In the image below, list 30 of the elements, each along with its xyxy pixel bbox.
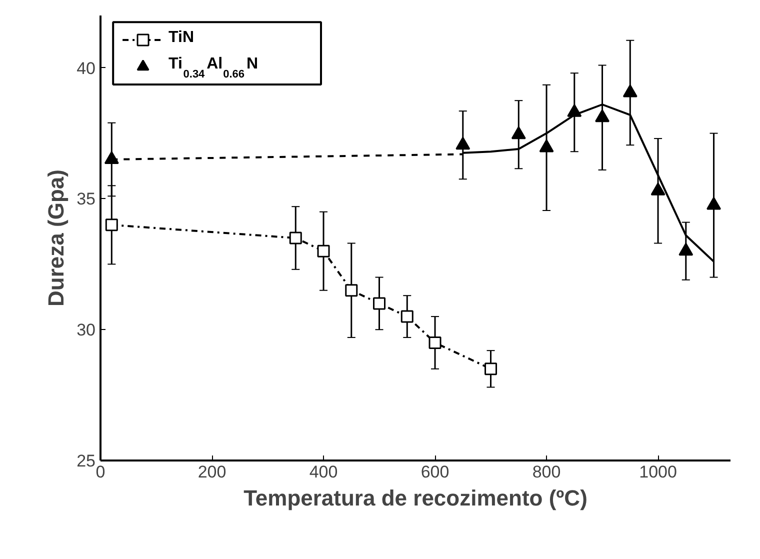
x-tick-label: 200 [198, 462, 226, 482]
y-axis-title: Dureza (Gpa) [44, 170, 69, 306]
x-tick-label: 1000 [639, 462, 677, 482]
point [706, 197, 722, 210]
point [345, 284, 358, 297]
x-tick-label: 400 [309, 462, 338, 482]
point [105, 218, 118, 232]
x-tick-label: 800 [532, 462, 561, 482]
point [373, 297, 386, 310]
point [428, 336, 442, 349]
point [622, 84, 638, 98]
point [400, 310, 414, 323]
point [539, 139, 554, 152]
point [678, 242, 694, 256]
point [650, 182, 666, 196]
y-tick-label: 40 [76, 58, 96, 78]
point [317, 244, 330, 258]
point [511, 126, 526, 140]
x-tick-label: 600 [420, 462, 450, 482]
legend-label: TiN [168, 28, 194, 46]
y-tick-label: 30 [76, 320, 96, 340]
point [595, 109, 610, 122]
point [484, 362, 498, 376]
point [289, 232, 302, 244]
point [104, 151, 119, 164]
x-axis-title: Temperatura de recozimento (ºC) [244, 486, 588, 510]
y-tick-label: 25 [76, 452, 96, 470]
point [456, 136, 470, 150]
x-tick-label: 0 [96, 462, 106, 482]
y-tick-label: 35 [76, 190, 96, 209]
